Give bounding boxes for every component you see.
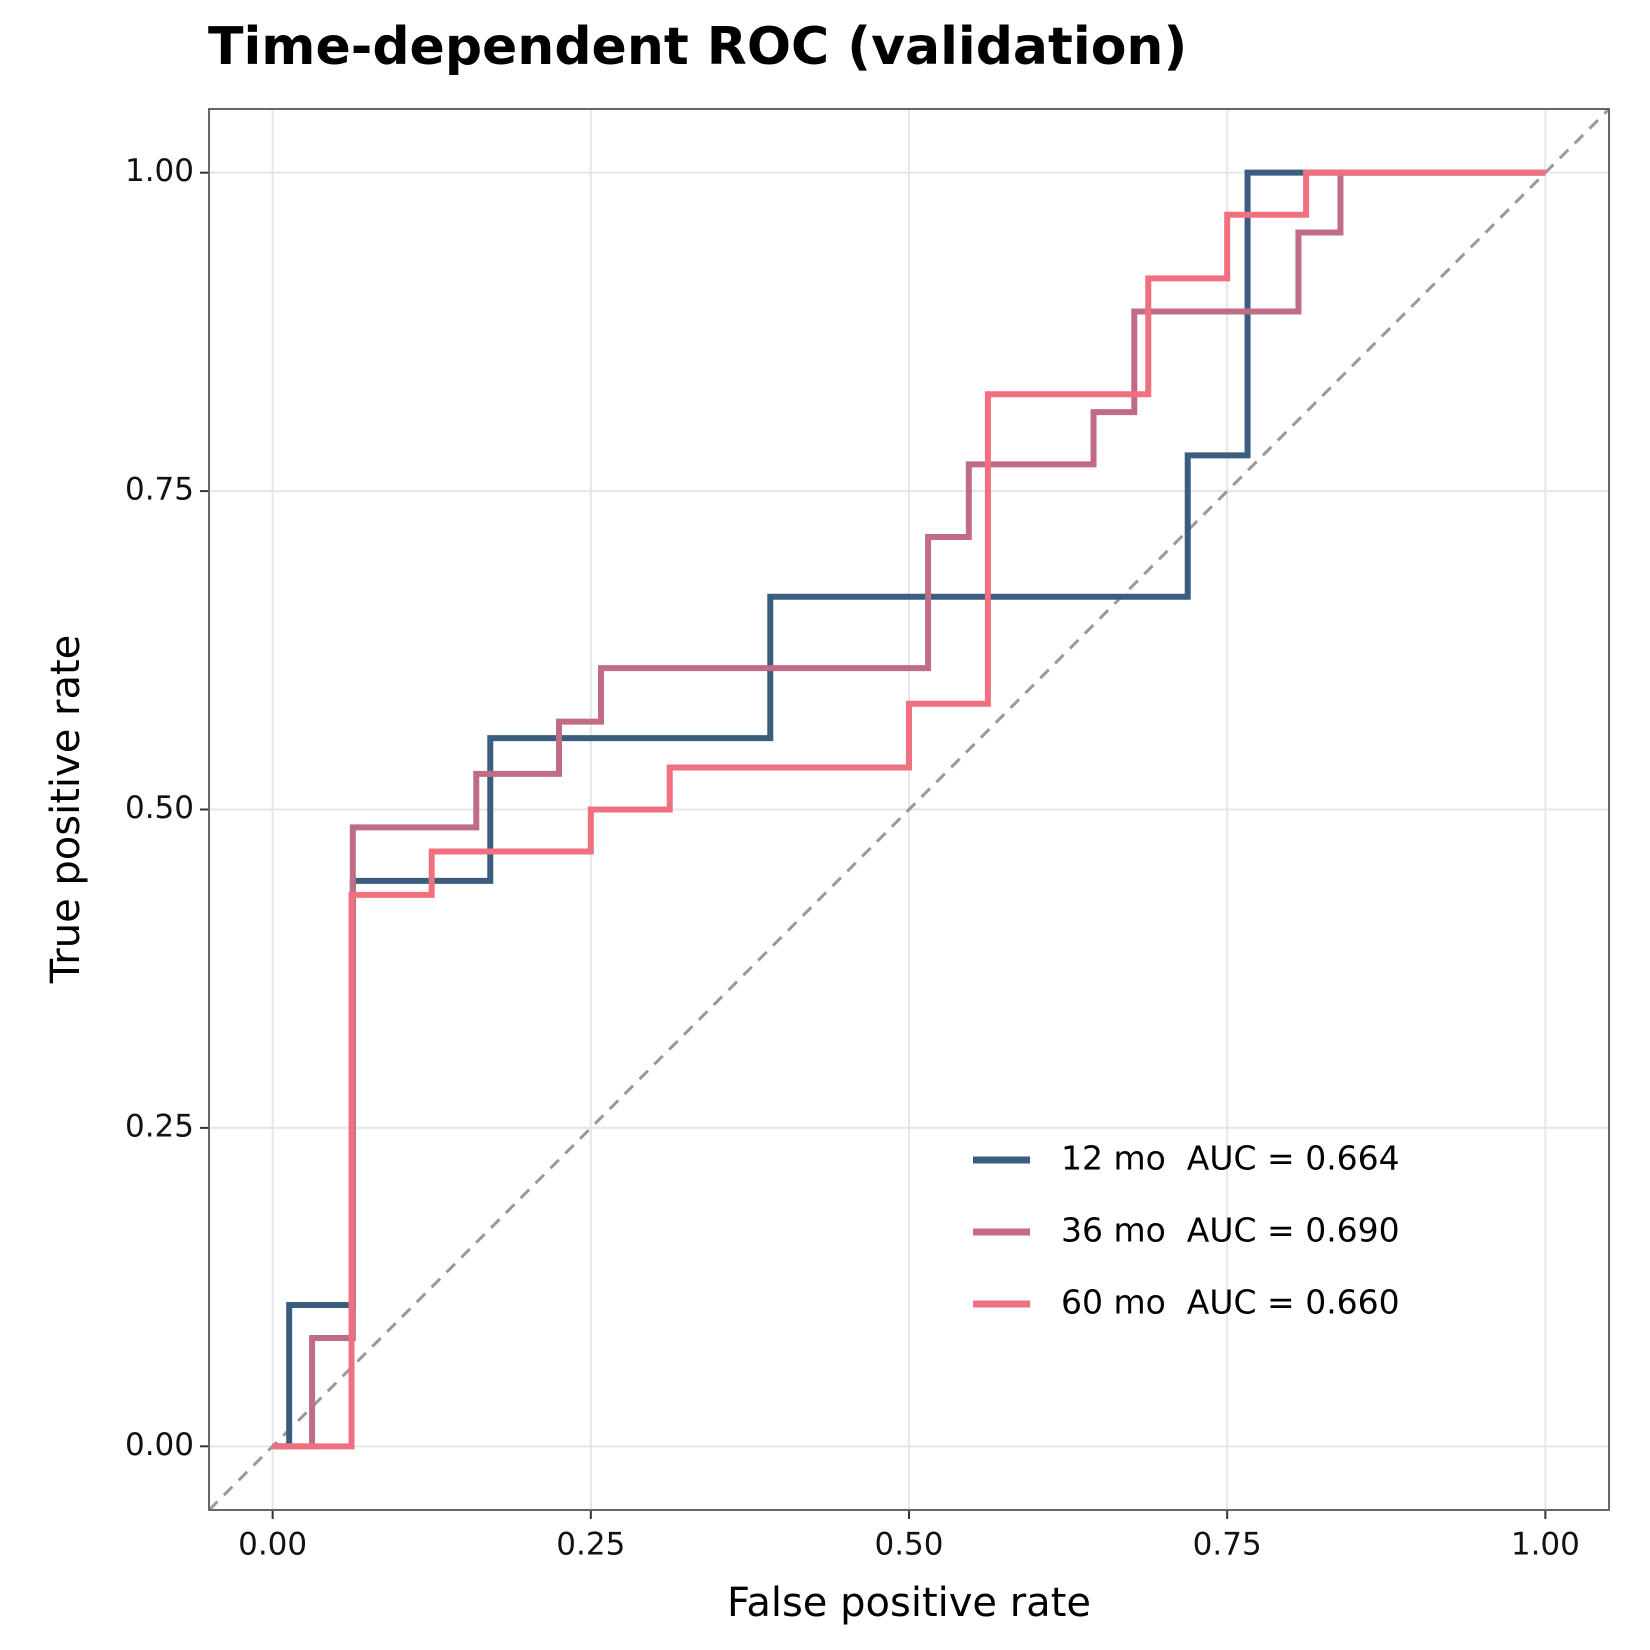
roc-curve [272,169,1546,1450]
y-tick-label: 0.75 [125,472,194,508]
legend-label: 12 mo AUC = 0.664 [1061,1139,1400,1178]
y-tick-label: 0.25 [125,1108,194,1144]
roc-curve [272,169,1546,1450]
x-tick-label: 0.00 [238,1527,307,1563]
y-tick-label: 1.00 [125,153,194,189]
legend-label: 60 mo AUC = 0.660 [1061,1283,1400,1322]
y-axis-title: True positive rate [43,635,89,985]
legend-label: 36 mo AUC = 0.690 [1061,1211,1400,1250]
x-tick-label: 1.00 [1511,1527,1580,1563]
chart-title: Time-dependent ROC (validation) [208,17,1187,77]
x-tick-label: 0.75 [1193,1527,1262,1563]
reference-diagonal [207,107,1611,1512]
x-axis-title: False positive rate [727,1580,1091,1626]
x-tick-label: 0.25 [556,1527,625,1563]
y-tick-label: 0.00 [125,1427,194,1463]
plot-border [208,108,1610,1511]
x-tick-label: 0.50 [874,1527,943,1563]
y-tick-label: 0.50 [125,790,194,826]
